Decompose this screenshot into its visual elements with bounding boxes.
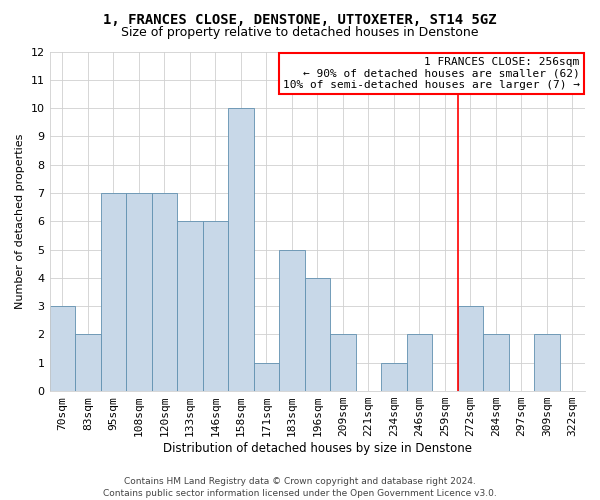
- Bar: [75, 334, 101, 391]
- Bar: [50, 306, 75, 391]
- Bar: [407, 334, 432, 391]
- Bar: [254, 363, 279, 391]
- Bar: [305, 278, 330, 391]
- Text: 1 FRANCES CLOSE: 256sqm
← 90% of detached houses are smaller (62)
10% of semi-de: 1 FRANCES CLOSE: 256sqm ← 90% of detache…: [283, 56, 580, 90]
- Bar: [126, 193, 152, 391]
- Text: Contains HM Land Registry data © Crown copyright and database right 2024.
Contai: Contains HM Land Registry data © Crown c…: [103, 476, 497, 498]
- Bar: [101, 193, 126, 391]
- Bar: [534, 334, 560, 391]
- Bar: [381, 363, 407, 391]
- Text: Size of property relative to detached houses in Denstone: Size of property relative to detached ho…: [121, 26, 479, 39]
- Bar: [279, 250, 305, 391]
- Text: 1, FRANCES CLOSE, DENSTONE, UTTOXETER, ST14 5GZ: 1, FRANCES CLOSE, DENSTONE, UTTOXETER, S…: [103, 12, 497, 26]
- Bar: [203, 222, 228, 391]
- Bar: [483, 334, 509, 391]
- Bar: [330, 334, 356, 391]
- Bar: [458, 306, 483, 391]
- Bar: [152, 193, 177, 391]
- X-axis label: Distribution of detached houses by size in Denstone: Distribution of detached houses by size …: [163, 442, 472, 455]
- Y-axis label: Number of detached properties: Number of detached properties: [15, 134, 25, 309]
- Bar: [228, 108, 254, 391]
- Bar: [177, 222, 203, 391]
